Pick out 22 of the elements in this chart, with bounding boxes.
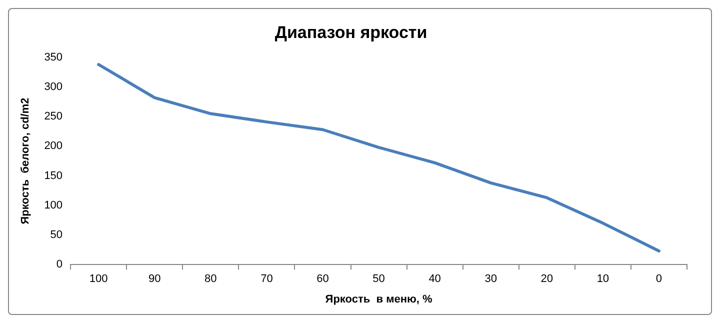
chart-title: Диапазон яркости [274,22,428,42]
y-tick-label: 300 [44,81,63,94]
x-tick-label: 60 [316,273,329,286]
y-tick-label: 150 [44,170,63,182]
y-tick-label: 200 [44,140,63,152]
y-tick-label: 0 [56,258,63,271]
y-tick-label: 50 [50,229,63,242]
x-tick-label: 10 [596,273,610,286]
y-tick-label: 100 [44,199,63,212]
x-tick-label: 40 [428,273,441,286]
y-tick-label: 350 [44,51,63,64]
y-axis-title: Яркость белого, cd/m2 [20,98,32,224]
x-tick-label: 30 [484,273,497,286]
x-tick-label: 0 [656,273,662,286]
x-tick-label: 20 [540,273,554,286]
x-axis-title: Яркость в меню, % [325,293,432,306]
y-tick-label: 250 [44,110,63,123]
x-tick-label: 50 [372,273,385,286]
x-tick-label: 70 [260,273,273,286]
x-tick-label: 80 [204,273,217,286]
x-tick-label: 100 [89,273,108,286]
x-tick-label: 90 [148,273,161,286]
